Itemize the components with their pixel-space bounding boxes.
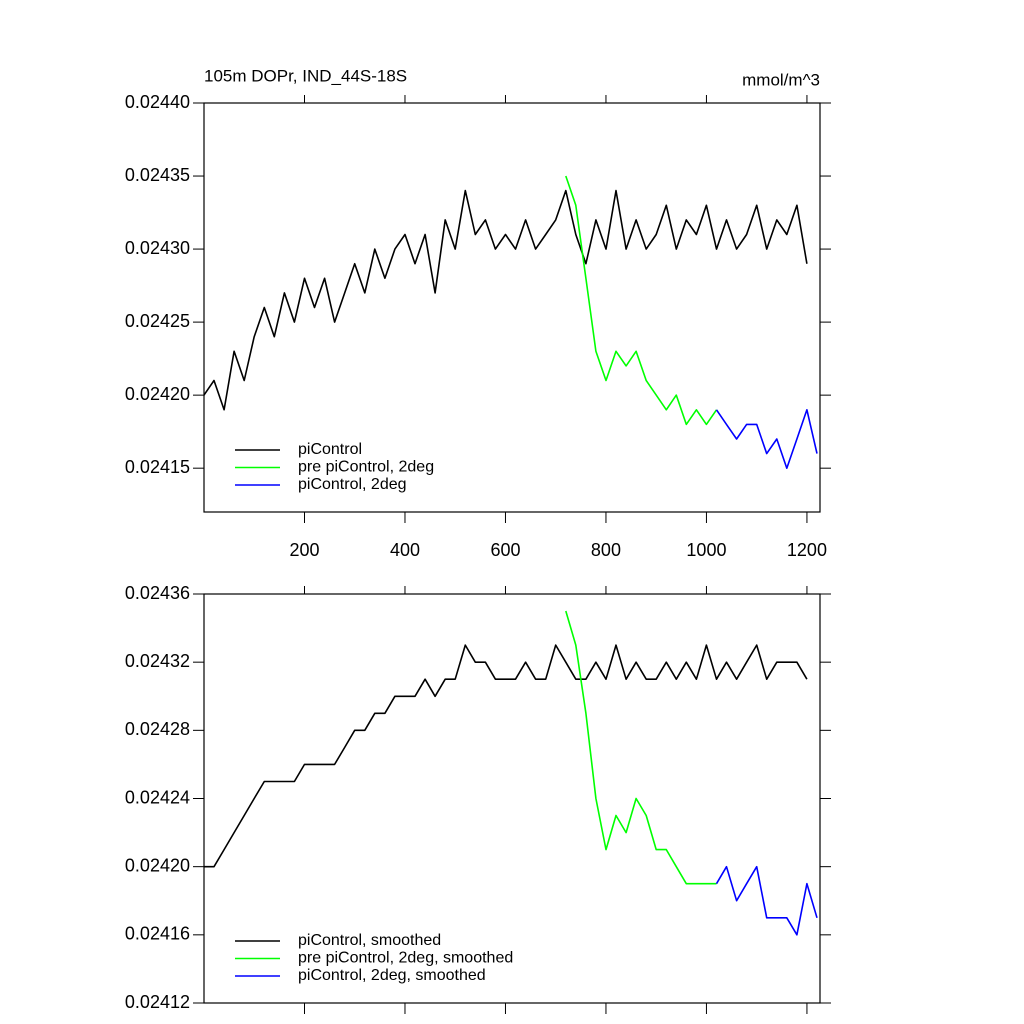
y-tick-label: 0.02420 [125, 384, 190, 404]
legend-label: piControl, 2deg, smoothed [298, 967, 486, 984]
series-line [203, 189, 808, 411]
x-tick-label: 1000 [686, 540, 726, 560]
y-tick-label: 0.02440 [125, 92, 190, 112]
series-line [204, 644, 808, 868]
plot-frame [203, 102, 821, 513]
y-tick-label: 0.02424 [125, 787, 190, 807]
y-tick-label: 0.02416 [125, 924, 190, 944]
y-tick-label: 0.02412 [125, 992, 190, 1012]
plot-frame [203, 593, 821, 1004]
y-tick-label: 0.02425 [125, 311, 190, 331]
units-label: mmol/m^3 [742, 70, 820, 89]
x-tick-label: 800 [591, 540, 621, 560]
y-tick-label: 0.02435 [125, 165, 190, 185]
x-tick-label: 400 [390, 540, 420, 560]
legend-label: pre piControl, 2deg [298, 459, 434, 476]
y-tick-label: 0.02432 [125, 651, 190, 671]
x-tick-label: 1200 [787, 540, 827, 560]
x-tick-label: 200 [289, 540, 319, 560]
chart-title: 105m DOPr, IND_44S-18S [204, 66, 407, 85]
y-tick-label: 0.02436 [125, 583, 190, 603]
series-line [565, 175, 718, 426]
series-line [715, 865, 818, 936]
legend-label: piControl [298, 441, 362, 458]
legend-label: pre piControl, 2deg, smoothed [298, 950, 513, 967]
y-tick-label: 0.02430 [125, 238, 190, 258]
series-line [565, 610, 717, 885]
y-tick-label: 0.02415 [125, 457, 190, 477]
y-tick-label: 0.02420 [125, 855, 190, 875]
legend-label: piControl, smoothed [298, 932, 441, 949]
series-line [715, 409, 818, 469]
legend-label: piControl, 2deg [298, 476, 407, 493]
y-tick-label: 0.02428 [125, 719, 190, 739]
x-tick-label: 600 [490, 540, 520, 560]
